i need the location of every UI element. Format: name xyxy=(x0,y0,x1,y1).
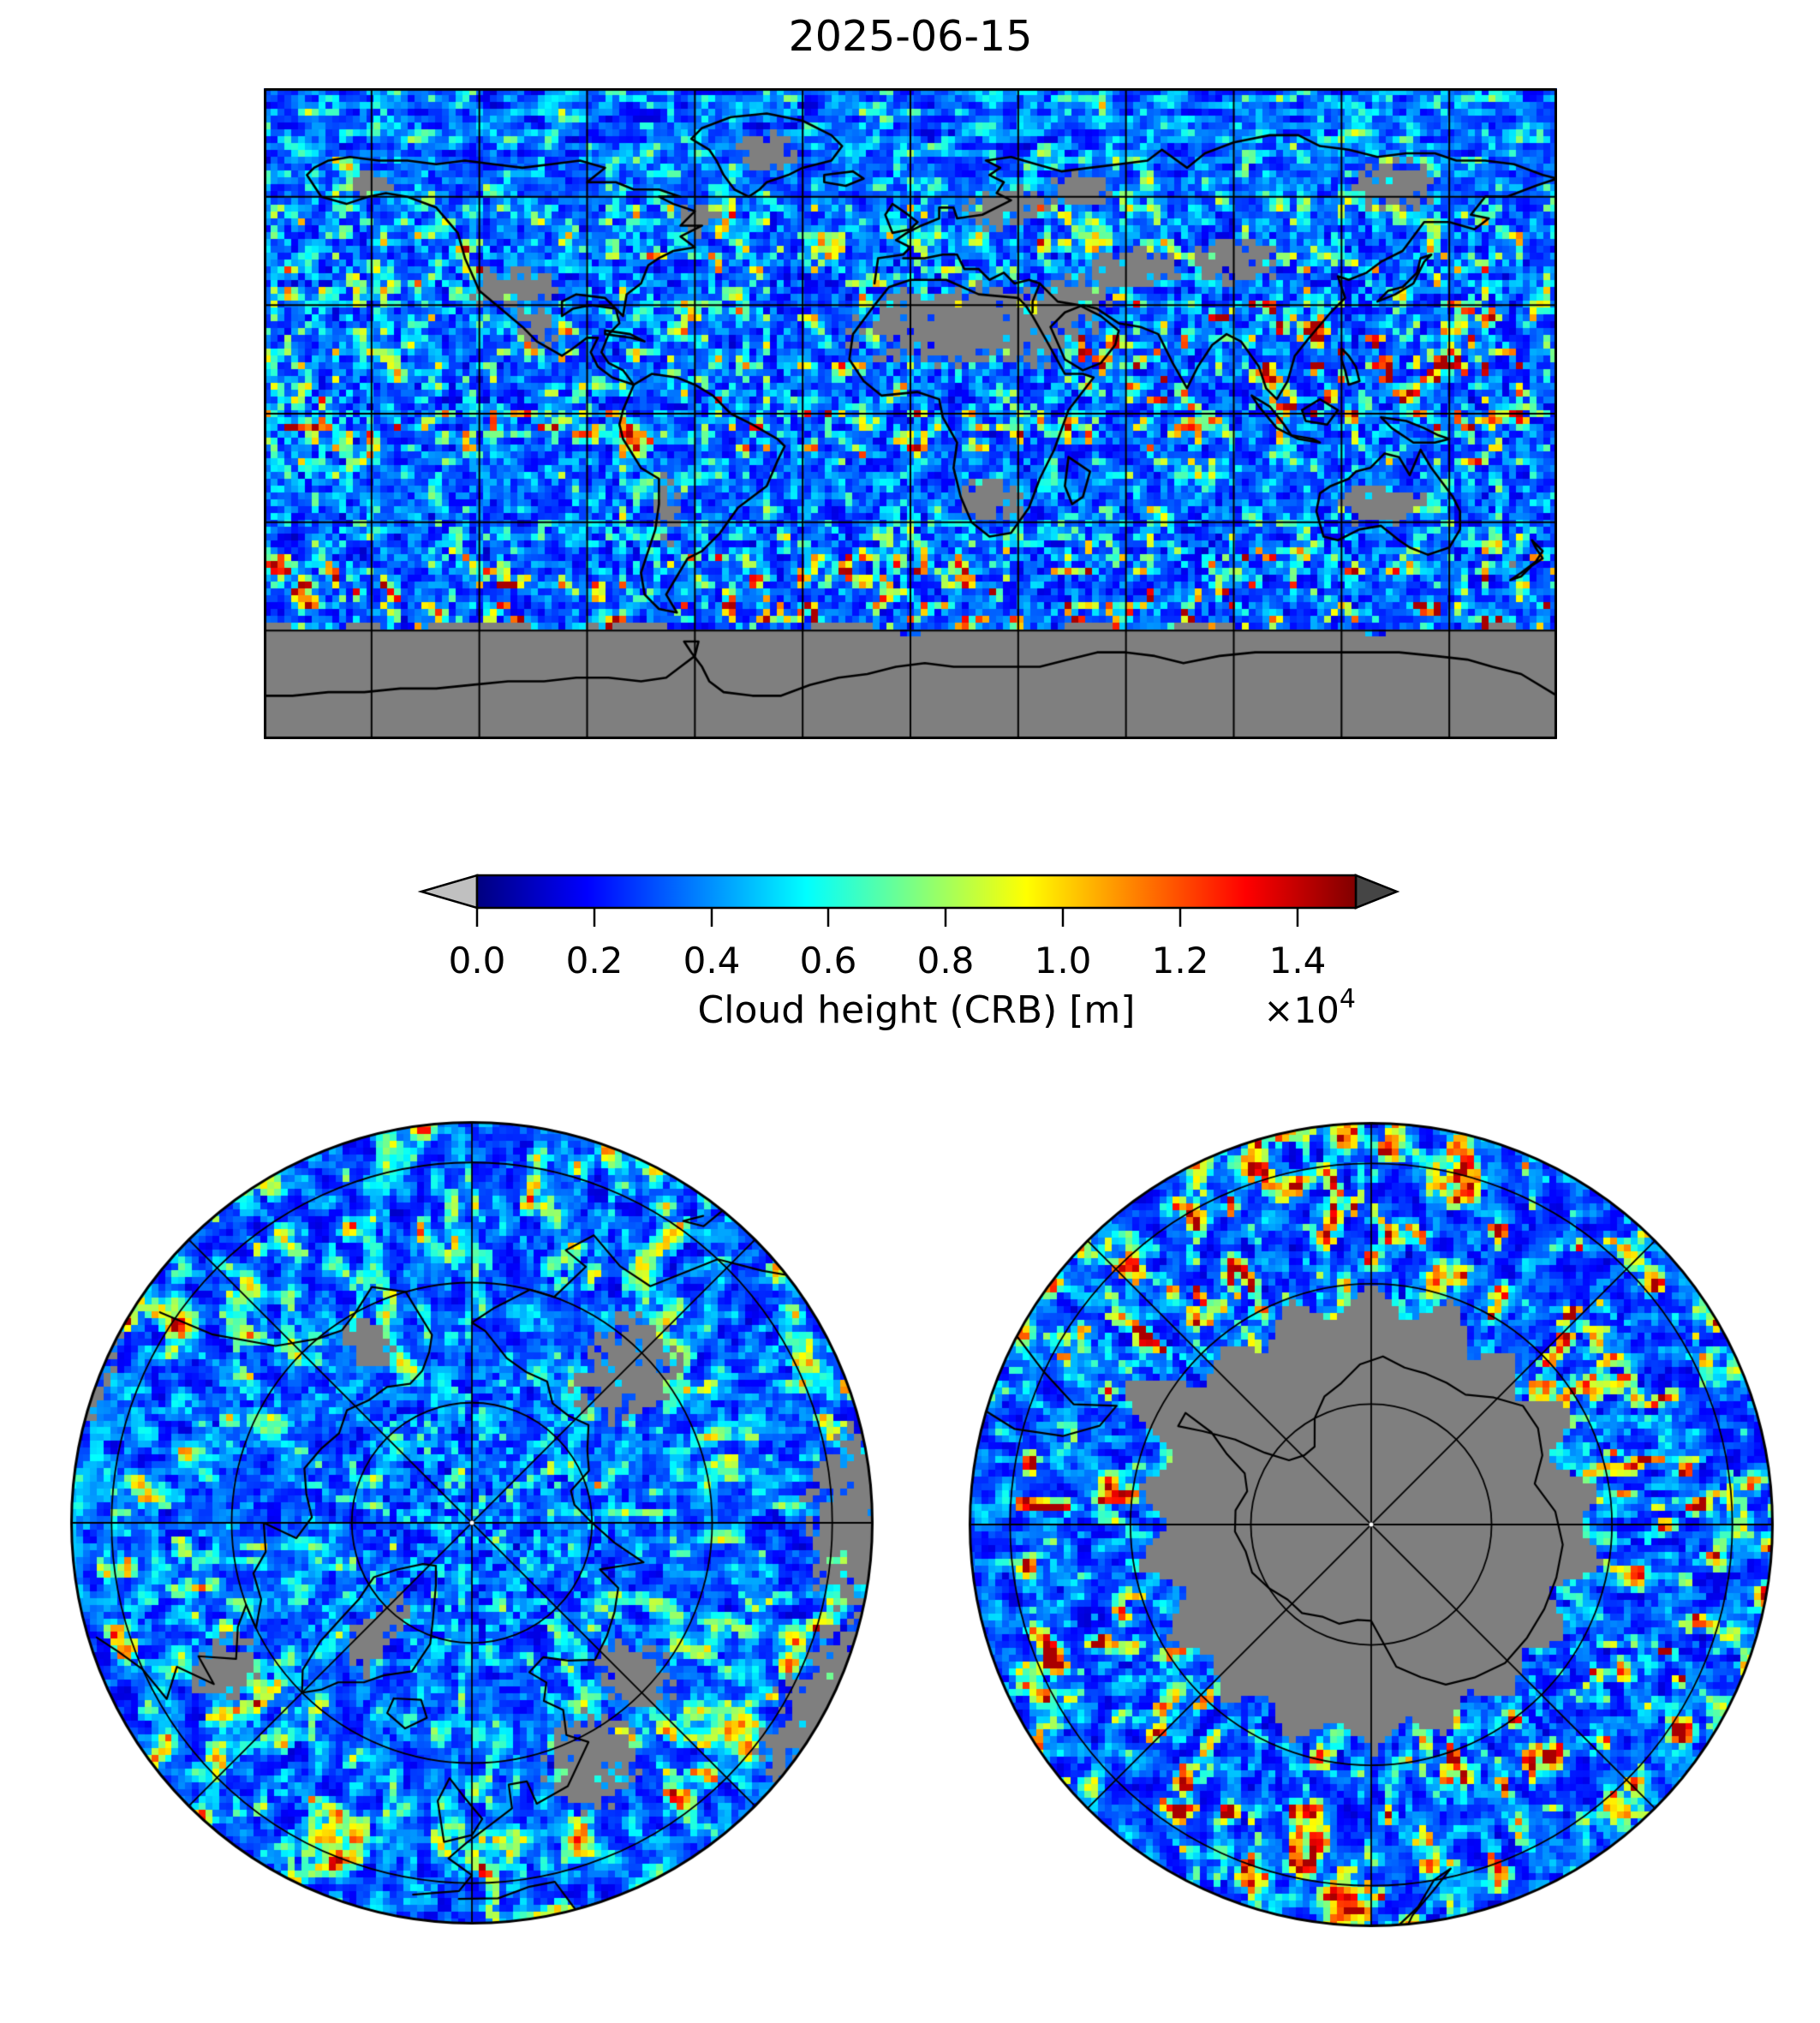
colorbar: 0.0 0.2 0.4 0.6 0.8 1.0 1.2 1.4 Cloud he… xyxy=(417,874,1400,1032)
colorbar-offset-text: ×104 xyxy=(1263,984,1356,1031)
colorbar-tick-label: 0.6 xyxy=(800,940,857,982)
south-polar-map-canvas xyxy=(968,1121,1775,1928)
colorbar-over-arrow xyxy=(1354,874,1400,910)
colorbar-tick-label: 1.4 xyxy=(1269,940,1327,982)
offset-mantissa: ×10 xyxy=(1263,989,1340,1031)
colorbar-tick-label: 0.2 xyxy=(566,940,624,982)
colorbar-gradient-bar xyxy=(475,874,1358,910)
colorbar-tick-label: 0.0 xyxy=(449,940,506,982)
figure-title: 2025-06-15 xyxy=(788,12,1033,61)
colorbar-tick-label: 1.2 xyxy=(1152,940,1209,982)
colorbar-tick-label: 1.0 xyxy=(1035,940,1092,982)
colorbar-axis-label: Cloud height (CRB) [m] xyxy=(698,988,1136,1032)
north-polar-map-canvas xyxy=(69,1120,874,1925)
global-map-canvas xyxy=(264,88,1557,739)
offset-exponent: 4 xyxy=(1340,984,1356,1014)
colorbar-tick-label: 0.8 xyxy=(917,940,975,982)
colorbar-ticks xyxy=(475,908,1299,927)
colorbar-tick-label: 0.4 xyxy=(683,940,741,982)
colorbar-under-arrow xyxy=(417,874,479,910)
